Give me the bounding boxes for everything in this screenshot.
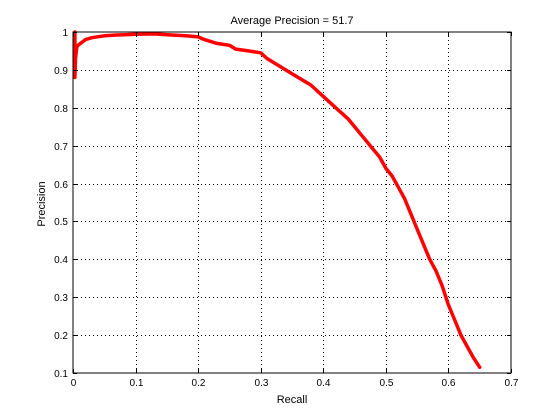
y-tick-label: 1 <box>62 28 68 39</box>
y-tick-label: 0.1 <box>54 369 68 380</box>
x-axis-title: Recall <box>277 394 308 406</box>
x-tick-label: 0.4 <box>317 378 331 389</box>
axis-ticks: 0 0.1 0.2 0.3 0.4 0.5 0.6 0.70.10.20.30.40.50.6… <box>54 28 519 389</box>
x-tick-label: 0.5 <box>380 378 394 389</box>
precision-recall-curve <box>73 30 482 370</box>
y-tick-label: 0.9 <box>54 66 68 77</box>
y-tick-label: 0.6 <box>54 180 68 191</box>
y-tick-label: 0.8 <box>54 104 68 115</box>
axes-box <box>72 31 512 374</box>
y-tick-label: 0.7 <box>54 142 68 153</box>
x-tick-label: 0.2 <box>192 378 206 389</box>
y-tick-label: 0.3 <box>54 293 68 304</box>
y-tick-label: 0.5 <box>54 217 68 228</box>
y-tick-label: 0.4 <box>54 255 68 266</box>
plot-area <box>73 30 482 370</box>
grid-lines <box>73 32 511 373</box>
chart-title: Average Precision = 51.7 <box>230 15 353 27</box>
x-tick-label: 0.1 <box>130 378 144 389</box>
x-tick-label: 0.6 <box>442 378 456 389</box>
x-tick-label: 0 <box>71 378 77 389</box>
y-axis-title: Precision <box>36 181 48 226</box>
x-tick-label: 0.3 <box>255 378 269 389</box>
y-tick-label: 0.2 <box>54 331 68 342</box>
x-tick-label: 0.7 <box>505 378 519 389</box>
